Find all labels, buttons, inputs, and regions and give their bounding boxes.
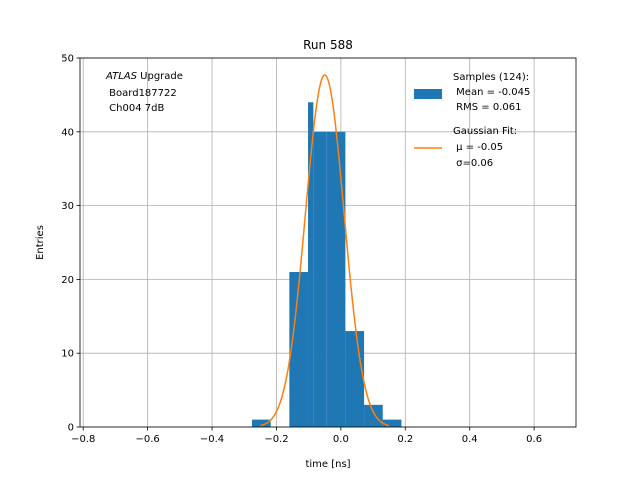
annotation-line: ATLAS Upgrade <box>105 71 183 82</box>
x-tick-label: 0.4 <box>462 434 478 445</box>
y-axis-label: Entries <box>35 225 46 260</box>
x-tick-label: 0.0 <box>333 434 349 445</box>
histogram-bar <box>313 131 327 428</box>
legend-patch-samples <box>414 89 442 99</box>
histogram-bar <box>364 404 383 427</box>
atlas-annotation: ATLAS Upgrade Board187722 Ch004 7dB <box>105 71 183 114</box>
legend-fit-text: σ=0.06 <box>453 158 493 169</box>
histogram-bar <box>308 102 314 427</box>
y-tick-label: 10 <box>61 349 74 360</box>
gaussian-fit <box>260 74 390 427</box>
chart-title: Run 588 <box>303 38 353 52</box>
y-tick-label: 50 <box>61 54 74 65</box>
histogram-bars <box>251 102 402 428</box>
x-tick-label: 0.2 <box>397 434 413 445</box>
x-tick-label: 0.6 <box>526 434 542 445</box>
legend-fit-text: μ = -0.05 <box>453 142 503 153</box>
y-tick-label: 20 <box>61 275 74 286</box>
annotation-line: Ch004 7dB <box>106 103 164 114</box>
legend-samples-text: Samples (124): <box>453 72 529 83</box>
x-tick-label: −0.8 <box>71 434 95 445</box>
annotation-line: Board187722 <box>106 88 177 99</box>
y-tick-label: 30 <box>61 201 74 212</box>
x-tick-label: −0.2 <box>264 434 288 445</box>
axis-ticks: −0.8 −0.6 −0.4 −0.2 0.0 0.2 0.4 0.6 0 10 20 30 40 50 <box>61 54 542 446</box>
axes-frame <box>79 57 577 428</box>
legend-samples-text: RMS = 0.061 <box>453 102 521 113</box>
y-tick-label: 40 <box>61 127 74 138</box>
legend: Samples (124): Mean = -0.045 RMS = 0.061… <box>414 72 530 169</box>
gaussian-fit-line <box>260 74 390 427</box>
y-tick-label: 0 <box>68 423 74 434</box>
histogram-bar <box>289 272 309 427</box>
histogram-bar <box>251 419 271 427</box>
x-tick-label: −0.6 <box>135 434 159 445</box>
legend-samples-text: Mean = -0.045 <box>453 87 530 98</box>
histogram-bar <box>345 331 365 427</box>
histogram-bar <box>382 419 402 427</box>
upgrade-label: Upgrade <box>137 71 183 82</box>
x-tick-label: −0.4 <box>200 434 224 445</box>
x-axis-label: time [ns] <box>305 459 350 470</box>
atlas-label: ATLAS <box>105 71 138 82</box>
histogram-bar <box>326 131 346 428</box>
legend-fit-text: Gaussian Fit: <box>453 126 517 137</box>
